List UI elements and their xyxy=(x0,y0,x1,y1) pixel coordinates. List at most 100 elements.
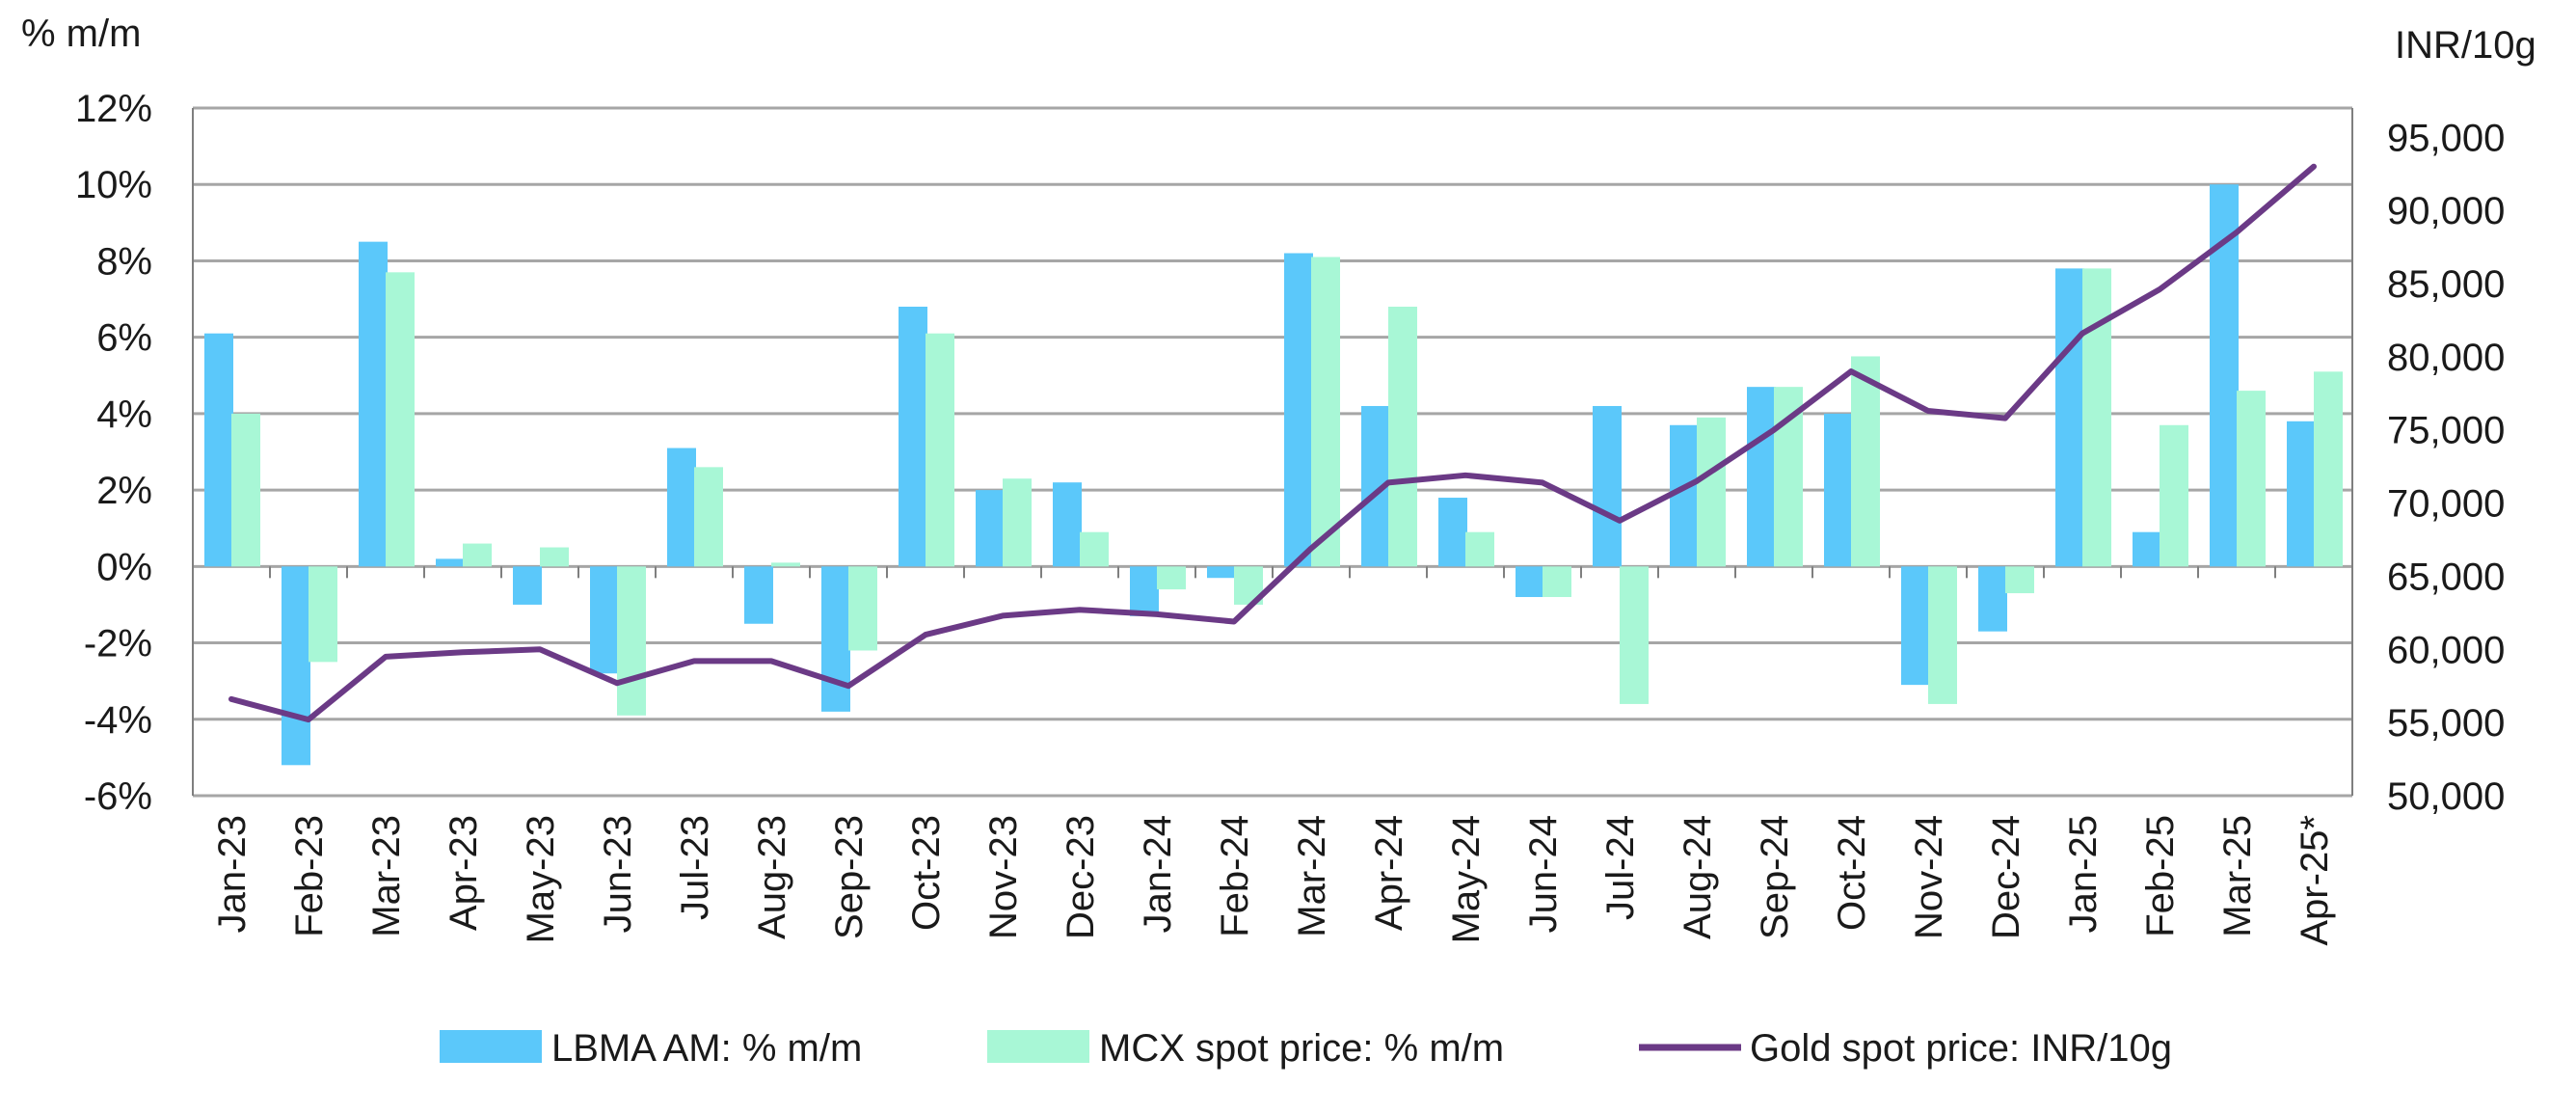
x-tick-label: Mar-23 xyxy=(365,815,408,937)
lbma-bar xyxy=(204,333,233,567)
lbma-bar xyxy=(590,566,619,674)
left-tick-label: 6% xyxy=(96,317,152,360)
lbma-bar xyxy=(899,306,927,567)
mcx-bar xyxy=(540,547,569,567)
mcx-bar xyxy=(1157,566,1186,590)
mcx-bar xyxy=(2237,391,2266,567)
legend-label: Gold spot price: INR/10g xyxy=(1750,1027,2172,1070)
bars xyxy=(204,184,2343,766)
lbma-bar xyxy=(1130,566,1159,616)
left-tick-label: -4% xyxy=(84,699,152,742)
left-tick-label: 12% xyxy=(75,88,152,130)
mcx-bar xyxy=(1080,531,1109,567)
mcx-bar xyxy=(926,333,954,567)
lbma-bar xyxy=(1284,253,1313,567)
legend-label: LBMA AM: % m/m xyxy=(551,1027,862,1070)
mcx-bar xyxy=(2005,566,2034,594)
left-tick-label: 10% xyxy=(75,164,152,206)
mcx-bar xyxy=(771,562,800,567)
lbma-bar xyxy=(1207,566,1236,579)
line-series xyxy=(228,163,2317,723)
x-tick-label: Feb-24 xyxy=(1214,815,1256,937)
x-tick-label: Apr-25* xyxy=(2294,815,2336,946)
lbma-bar xyxy=(1901,566,1930,686)
lbma-bar xyxy=(282,566,310,766)
left-axis-ticks: -6% -4% -2% 0% 2% 4% 6% 8% 10% 12% xyxy=(75,88,152,818)
x-tick-label: May-23 xyxy=(520,815,562,943)
x-tick-label: Apr-23 xyxy=(443,815,485,931)
x-tick-label: Aug-23 xyxy=(751,815,793,939)
mcx-bar xyxy=(2160,424,2188,567)
legend-swatch-mcx xyxy=(987,1030,1089,1063)
x-tick-label: Dec-24 xyxy=(1985,815,2027,939)
x-tick-label: Oct-23 xyxy=(905,815,948,931)
gold-spot-price-line xyxy=(228,163,2317,723)
lbma-bar xyxy=(976,490,1005,567)
right-tick-label: 90,000 xyxy=(2387,190,2505,232)
left-tick-label: 2% xyxy=(96,470,152,512)
mcx-bar xyxy=(309,566,337,663)
right-tick-label: 70,000 xyxy=(2387,483,2505,526)
x-tick-label: Jan-23 xyxy=(211,815,254,933)
x-tick-label: Jul-23 xyxy=(674,815,716,920)
mcx-bar xyxy=(1388,306,1417,567)
right-tick-label: 95,000 xyxy=(2387,117,2505,159)
x-tick-label: Feb-23 xyxy=(288,815,331,937)
axes xyxy=(192,108,2353,796)
left-tick-label: 0% xyxy=(96,546,152,588)
lbma-bar xyxy=(2133,531,2161,567)
lbma-bar xyxy=(2055,268,2084,567)
left-tick-label: -2% xyxy=(84,623,152,665)
mcx-bar xyxy=(848,566,877,651)
lbma-bar xyxy=(2287,421,2316,567)
right-tick-label: 50,000 xyxy=(2387,775,2505,818)
x-tick-label: Nov-23 xyxy=(982,815,1025,939)
lbma-bar xyxy=(667,448,696,567)
lbma-bar xyxy=(1053,482,1082,567)
lbma-bar xyxy=(1438,498,1467,567)
x-tick-label: Aug-24 xyxy=(1677,815,1719,939)
lbma-bar xyxy=(436,558,465,567)
x-tick-label: Jul-24 xyxy=(1599,815,1642,920)
gridlines xyxy=(193,106,2352,798)
right-tick-label: 85,000 xyxy=(2387,263,2505,306)
legend-label: MCX spot price: % m/m xyxy=(1099,1027,1504,1070)
right-axis-ticks: 50,000 55,000 60,000 65,000 70,000 75,000 80,0… xyxy=(2387,117,2505,818)
x-tick-label: Mar-24 xyxy=(1291,815,1333,937)
lbma-bar xyxy=(1593,405,1622,567)
mcx-bar xyxy=(2082,268,2111,567)
left-tick-label: 8% xyxy=(96,240,152,283)
mcx-bar xyxy=(1851,356,1880,567)
mcx-bar xyxy=(1311,257,1340,567)
x-axis-ticks: Jan-23 Feb-23 Mar-23 Apr-23 May-23 Jun-23 Jul-… xyxy=(211,815,2336,946)
right-tick-label: 60,000 xyxy=(2387,629,2505,671)
x-tick-label: Oct-24 xyxy=(1831,815,1873,931)
x-tick-label: Jun-23 xyxy=(597,815,639,933)
x-tick-label: Mar-25 xyxy=(2216,815,2259,937)
x-tick-label: Jun-24 xyxy=(1522,815,1565,933)
left-tick-label: -6% xyxy=(84,775,152,818)
lbma-bar xyxy=(1747,387,1776,567)
legend-swatch-lbma xyxy=(440,1030,542,1063)
lbma-bar xyxy=(1824,413,1853,567)
mcx-bar xyxy=(2314,371,2343,567)
lbma-bar xyxy=(1516,566,1544,598)
x-tick-label: Sep-23 xyxy=(828,815,871,939)
mcx-bar xyxy=(1928,566,1957,704)
right-tick-label: 75,000 xyxy=(2387,410,2505,452)
lbma-bar xyxy=(359,241,388,567)
x-tick-label: Sep-24 xyxy=(1754,815,1796,939)
lbma-bar xyxy=(1978,566,2007,632)
mcx-bar xyxy=(1465,531,1494,567)
x-tick-label: Dec-23 xyxy=(1060,815,1102,939)
right-tick-label: 65,000 xyxy=(2387,556,2505,598)
x-tick-label: May-24 xyxy=(1445,815,1488,943)
left-axis-unit: % m/m xyxy=(21,13,141,55)
x-tick-label: Nov-24 xyxy=(1908,815,1950,939)
mcx-bar xyxy=(1543,566,1571,598)
lbma-bar xyxy=(1670,424,1699,567)
mcx-bar xyxy=(1003,478,1032,567)
mcx-bar xyxy=(1697,417,1726,567)
lbma-bar xyxy=(744,566,773,624)
